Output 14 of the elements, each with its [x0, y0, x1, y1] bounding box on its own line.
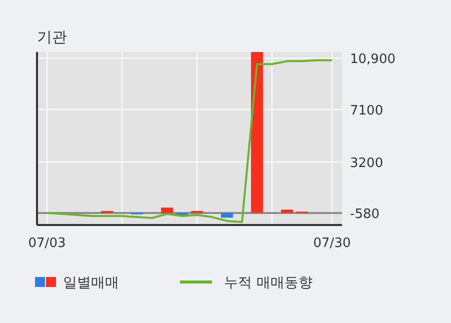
y-tick-label: 3200	[350, 156, 384, 171]
chart-title: 기관	[37, 28, 67, 46]
legend-label: 누적 매매동향	[224, 275, 312, 291]
y-tick-label: -580	[350, 206, 380, 222]
x-tick-label: 07/03	[28, 236, 66, 251]
y-tick-label: 10,900	[350, 52, 396, 68]
bar	[221, 212, 233, 218]
x-tick-label: 07/30	[313, 236, 351, 251]
bar	[251, 52, 263, 213]
legend-label: 일별매매	[63, 275, 119, 291]
bar	[161, 208, 173, 213]
bar	[281, 210, 293, 213]
y-tick-label: 7100	[350, 103, 384, 118]
line-series	[46, 59, 333, 224]
